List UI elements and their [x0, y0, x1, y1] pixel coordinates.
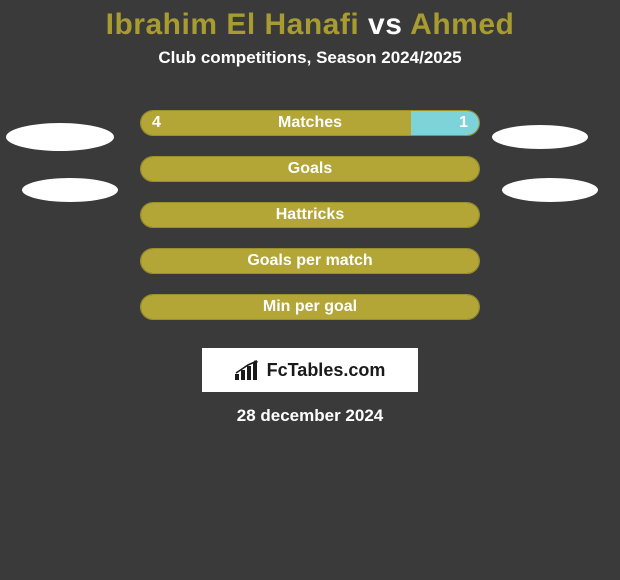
date-text: 28 december 2024 [0, 406, 620, 426]
bar-track [140, 110, 480, 136]
ellipse-right-0 [492, 125, 588, 149]
page-title: Ibrahim El Hanafi vs Ahmed [0, 0, 620, 48]
comparison-infographic: Ibrahim El Hanafi vs Ahmed Club competit… [0, 0, 620, 580]
bar-track [140, 156, 480, 182]
bar-left-segment [141, 111, 411, 135]
bar-chart-icon [235, 360, 261, 380]
bar-track [140, 294, 480, 320]
bar-right-segment [411, 111, 479, 135]
ellipse-left-1 [22, 178, 118, 202]
comparison-row: Goals per match [0, 238, 620, 284]
bar-track [140, 248, 480, 274]
bar-left-segment [141, 295, 479, 319]
bar-left-segment [141, 157, 479, 181]
bar-left-segment [141, 249, 479, 273]
subtitle: Club competitions, Season 2024/2025 [0, 48, 620, 68]
title-vs: vs [368, 8, 402, 41]
bar-value-right: 1 [459, 114, 468, 132]
logo-text: FcTables.com [267, 360, 386, 381]
bar-left-segment [141, 203, 479, 227]
ellipse-right-1 [502, 178, 598, 202]
comparison-row: Min per goal [0, 284, 620, 330]
title-player1: Ibrahim El Hanafi [106, 8, 360, 41]
ellipse-left-0 [6, 123, 114, 151]
bar-value-left: 4 [152, 114, 161, 132]
bar-track [140, 202, 480, 228]
logo-box: FcTables.com [202, 348, 418, 392]
title-player2: Ahmed [410, 8, 514, 41]
